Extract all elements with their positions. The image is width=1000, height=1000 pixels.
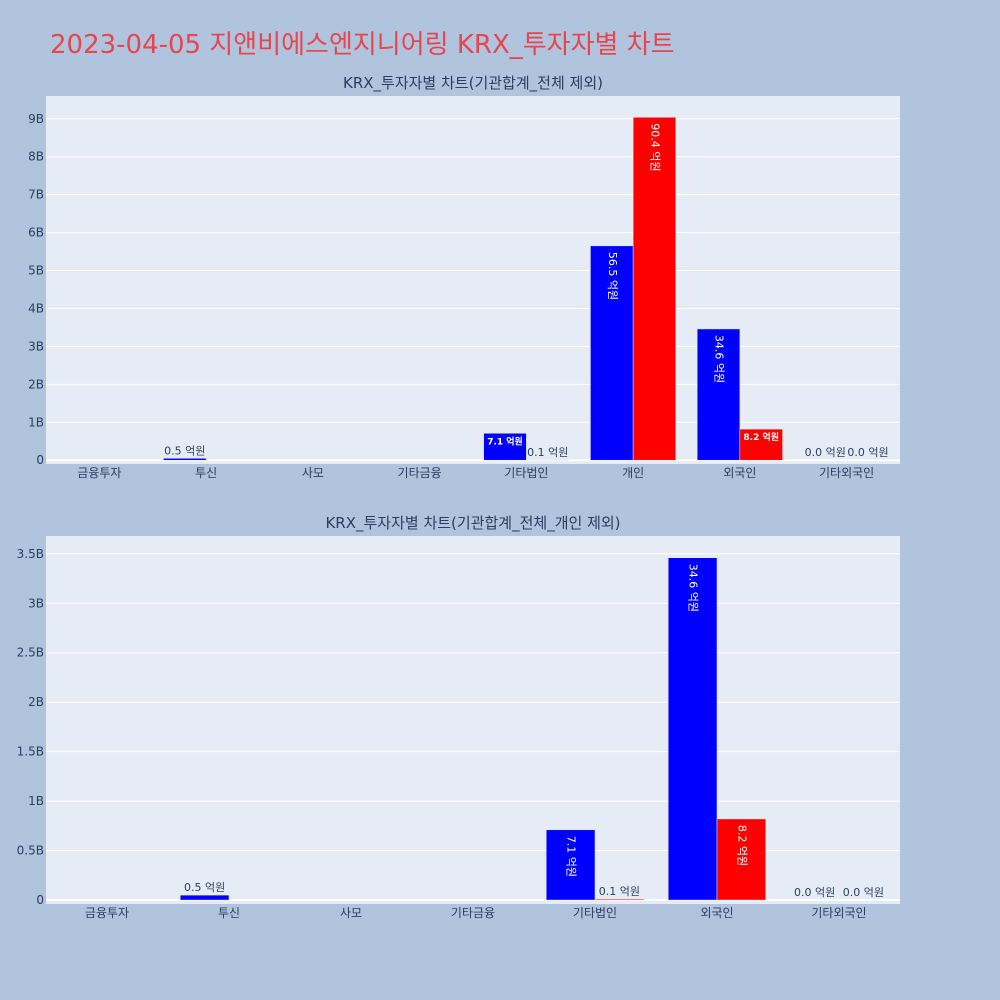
x-tick-label: 사모 <box>340 906 362 920</box>
data-label: 0.0 억원 <box>847 446 888 459</box>
data-label: 7.1 억원 <box>565 836 578 877</box>
data-label: 8.2 억원 <box>743 431 779 443</box>
plot-area <box>46 536 900 904</box>
chart-krx-investor-excl-individual: KRX_투자자별 차트(기관합계_전체_개인 제외) 0 0.5B 1B 1.5B 2B 2… <box>17 514 900 920</box>
x-tick-label: 외국인 <box>723 466 756 480</box>
y-tick-label: 0.5B <box>17 844 44 858</box>
y-tick-label: 0 <box>36 893 44 907</box>
chart-title: KRX_투자자별 차트(기관합계_전체_개인 제외) <box>325 514 620 533</box>
chart-title: KRX_투자자별 차트(기관합계_전체 제외) <box>343 74 603 93</box>
data-label: 56.5 억원 <box>606 252 619 300</box>
bar-buy <box>667 557 718 901</box>
y-tick-label: 6B <box>28 226 44 240</box>
x-tick-label: 금융투자 <box>85 906 129 920</box>
x-tick-label: 기타외국인 <box>811 906 866 920</box>
y-tick-label: 1B <box>28 415 44 429</box>
data-label: 0.5 억원 <box>164 444 205 457</box>
bar-buy <box>483 433 527 461</box>
y-tick-label: 3B <box>28 596 44 610</box>
data-label: 0.5 억원 <box>184 881 225 894</box>
y-tick-label: 7B <box>28 188 44 202</box>
x-tick-label: 투신 <box>218 906 240 920</box>
bar-buy <box>696 328 741 461</box>
data-label: 0.0 억원 <box>843 886 884 899</box>
x-tick-label: 개인 <box>622 466 644 480</box>
x-tick-label: 기타법인 <box>504 466 548 480</box>
page-title: 2023-04-05 지앤비에스엔지니어링 KRX_투자자별 차트 <box>50 30 675 60</box>
plot-area <box>46 96 900 464</box>
bar-sell <box>632 116 677 461</box>
y-tick-label: 9B <box>28 112 44 126</box>
y-tick-label: 5B <box>28 264 44 278</box>
bar-sell <box>716 818 767 901</box>
data-label: 34.6 억원 <box>713 335 726 383</box>
data-label: 0.0 억원 <box>794 886 835 899</box>
y-tick-label: 2B <box>28 377 44 391</box>
x-tick-label: 기타법인 <box>573 906 617 920</box>
bar-sell <box>594 898 645 901</box>
data-label: 34.6 억원 <box>687 564 700 612</box>
data-label: 90.4 억원 <box>648 123 661 171</box>
bar-buy <box>163 458 207 461</box>
y-tick-label: 2.5B <box>17 646 44 660</box>
data-label: 0.0 억원 <box>805 446 846 459</box>
y-tick-label: 3B <box>28 339 44 353</box>
y-tick-label: 1B <box>28 794 44 808</box>
x-tick-label: 기타금융 <box>398 466 442 480</box>
y-tick-label: 3.5B <box>17 547 44 561</box>
x-tick-label: 투신 <box>195 466 217 480</box>
x-tick-label: 기타금융 <box>451 906 495 920</box>
data-label: 8.2 억원 <box>735 825 748 866</box>
bar-buy <box>545 829 596 901</box>
y-tick-label: 0 <box>36 453 44 467</box>
y-tick-label: 2B <box>28 695 44 709</box>
x-tick-label: 외국인 <box>700 906 733 920</box>
x-tick-label: 사모 <box>302 466 324 480</box>
y-tick-label: 1.5B <box>17 745 44 759</box>
y-tick-label: 4B <box>28 301 44 315</box>
data-label: 0.1 억원 <box>527 446 568 459</box>
data-label: 0.1 억원 <box>599 885 640 898</box>
bar-sell <box>739 428 783 461</box>
x-tick-label: 금융투자 <box>77 466 121 480</box>
chart-krx-investor-all: KRX_투자자별 차트(기관합계_전체 제외) 0 1B 2B 3B 4B 5B 6B 7B 8B… <box>28 74 900 480</box>
data-label: 7.1 억원 <box>487 435 523 447</box>
y-tick-label: 8B <box>28 150 44 164</box>
bar-buy <box>590 245 634 461</box>
x-tick-label: 기타외국인 <box>819 466 874 480</box>
bar-buy <box>179 894 230 901</box>
